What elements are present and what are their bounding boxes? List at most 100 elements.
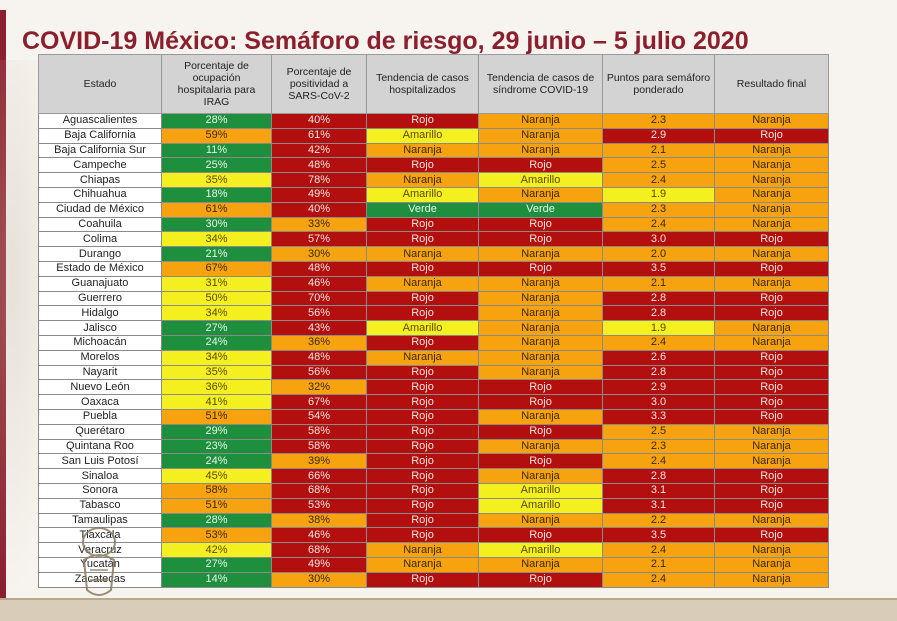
tendencia-sindrome-cell: Naranja (478, 305, 603, 322)
tendencia-sindrome-cell: Amarillo (478, 542, 603, 558)
estado-cell: Ciudad de México (38, 201, 162, 218)
estado-cell: Morelos (38, 349, 162, 366)
table-row: Tabasco 51% 53% Rojo Amarillo 3.1 Rojo (38, 497, 829, 514)
resultado-cell: Naranja (714, 512, 829, 529)
positividad-cell: 48% (271, 260, 367, 277)
tendencia-hospitalizados-cell: Naranja (366, 349, 479, 366)
table-row: San Luis Potosí 24% 39% Rojo Rojo 2.4 Naranja (38, 453, 829, 470)
ocupacion-cell: 51% (161, 497, 272, 514)
ocupacion-cell: 61% (161, 201, 272, 218)
resultado-cell: Naranja (714, 142, 829, 159)
puntos-cell: 2.3 (602, 113, 715, 129)
tendencia-hospitalizados-cell: Rojo (366, 290, 479, 307)
page-title: COVID-19 México: Semáforo de riesgo, 29 … (22, 26, 749, 55)
tendencia-sindrome-cell: Naranja (478, 186, 603, 203)
ocupacion-cell: 36% (161, 379, 272, 396)
ocupacion-cell: 24% (161, 334, 272, 351)
positividad-cell: 48% (271, 349, 367, 366)
tendencia-hospitalizados-cell: Rojo (366, 216, 479, 233)
table-row: Querétaro 29% 58% Rojo Rojo 2.5 Naranja (38, 423, 829, 440)
resultado-cell: Naranja (714, 556, 829, 573)
resultado-cell: Naranja (714, 423, 829, 440)
positividad-cell: 49% (271, 556, 367, 573)
resultado-cell: Naranja (714, 157, 829, 174)
positividad-cell: 68% (271, 542, 367, 558)
puntos-cell: 2.1 (602, 275, 715, 292)
estado-cell: Baja California Sur (38, 142, 162, 159)
table-row: Tamaulipas 28% 38% Rojo Naranja 2.2 Naranja (38, 512, 829, 529)
tendencia-hospitalizados-cell: Rojo (366, 364, 479, 381)
tendencia-hospitalizados-cell: Verde (366, 201, 479, 218)
puntos-cell: 2.5 (602, 423, 715, 440)
tendencia-sindrome-cell: Naranja (478, 334, 603, 351)
puntos-cell: 2.6 (602, 349, 715, 366)
header-ocupacion: Porcentaje de ocupación hospitalaria par… (161, 54, 272, 114)
tendencia-hospitalizados-cell: Naranja (366, 275, 479, 292)
table-row: Coahuila 30% 33% Rojo Rojo 2.4 Naranja (38, 216, 829, 233)
table-row: Oaxaca 41% 67% Rojo Rojo 3.0 Rojo (38, 394, 829, 410)
tendencia-sindrome-cell: Rojo (478, 157, 603, 174)
puntos-cell: 3.1 (602, 497, 715, 514)
header-tendencia-sindrome: Tendencia de casos de síndrome COVID-19 (478, 54, 603, 114)
tendencia-hospitalizados-cell: Rojo (366, 571, 479, 588)
table-row: Chiapas 35% 78% Naranja Amarillo 2.4 Naranja (38, 172, 829, 188)
estado-cell: San Luis Potosí (38, 453, 162, 470)
positividad-cell: 61% (271, 127, 367, 144)
ocupacion-cell: 34% (161, 231, 272, 248)
positividad-cell: 67% (271, 394, 367, 410)
estado-cell: Baja California (38, 127, 162, 144)
puntos-cell: 2.5 (602, 157, 715, 174)
tendencia-hospitalizados-cell: Rojo (366, 394, 479, 410)
estado-cell: Tamaulipas (38, 512, 162, 529)
resultado-cell: Naranja (714, 334, 829, 351)
resultado-cell: Naranja (714, 216, 829, 233)
estado-cell: Puebla (38, 408, 162, 425)
tendencia-sindrome-cell: Naranja (478, 275, 603, 292)
tendencia-sindrome-cell: Amarillo (478, 497, 603, 514)
tendencia-sindrome-cell: Naranja (478, 364, 603, 381)
puntos-cell: 2.9 (602, 379, 715, 396)
tendencia-sindrome-cell: Naranja (478, 408, 603, 425)
positividad-cell: 49% (271, 186, 367, 203)
table-row: Nuevo León 36% 32% Rojo Rojo 2.9 Rojo (38, 379, 829, 396)
tendencia-hospitalizados-cell: Rojo (366, 468, 479, 484)
header-positividad: Porcentaje de positividad a SARS-CoV-2 (271, 54, 367, 114)
ocupacion-cell: 67% (161, 260, 272, 277)
tendencia-sindrome-cell: Rojo (478, 216, 603, 233)
tendencia-hospitalizados-cell: Rojo (366, 408, 479, 425)
ocupacion-cell: 50% (161, 290, 272, 307)
resultado-cell: Naranja (714, 172, 829, 188)
footer-line (0, 598, 897, 600)
header-tendencia-hospitalizados: Tendencia de casos hospitalizados (366, 54, 479, 114)
ocupacion-cell: 58% (161, 482, 272, 499)
ocupacion-cell: 30% (161, 216, 272, 233)
puntos-cell: 2.8 (602, 364, 715, 381)
estado-cell: Campeche (38, 157, 162, 174)
tendencia-hospitalizados-cell: Naranja (366, 246, 479, 262)
positividad-cell: 36% (271, 334, 367, 351)
estado-cell: Hidalgo (38, 305, 162, 322)
table-row: Sonora 58% 68% Rojo Amarillo 3.1 Rojo (38, 482, 829, 499)
table-row: Zacatecas 14% 30% Rojo Rojo 2.4 Naranja (38, 571, 829, 588)
semaforo-table: Estado Porcentaje de ocupación hospitala… (38, 54, 829, 588)
estado-cell: Coahuila (38, 216, 162, 233)
resultado-cell: Naranja (714, 453, 829, 470)
puntos-cell: 2.4 (602, 216, 715, 233)
tendencia-hospitalizados-cell: Rojo (366, 527, 479, 544)
estado-cell: Chiapas (38, 172, 162, 188)
puntos-cell: 2.4 (602, 172, 715, 188)
table-row: Durango 21% 30% Naranja Naranja 2.0 Naranja (38, 246, 829, 262)
header-estado: Estado (38, 54, 162, 114)
tendencia-hospitalizados-cell: Rojo (366, 379, 479, 396)
tendencia-hospitalizados-cell: Rojo (366, 334, 479, 351)
positividad-cell: 56% (271, 364, 367, 381)
positividad-cell: 58% (271, 438, 367, 455)
table-row: Baja California Sur 11% 42% Naranja Naranja 2… (38, 142, 829, 159)
resultado-cell: Naranja (714, 201, 829, 218)
tendencia-hospitalizados-cell: Naranja (366, 172, 479, 188)
estado-cell: Estado de México (38, 260, 162, 277)
resultado-cell: Rojo (714, 379, 829, 396)
positividad-cell: 48% (271, 157, 367, 174)
header-resultado: Resultado final (714, 54, 829, 114)
positividad-cell: 46% (271, 527, 367, 544)
